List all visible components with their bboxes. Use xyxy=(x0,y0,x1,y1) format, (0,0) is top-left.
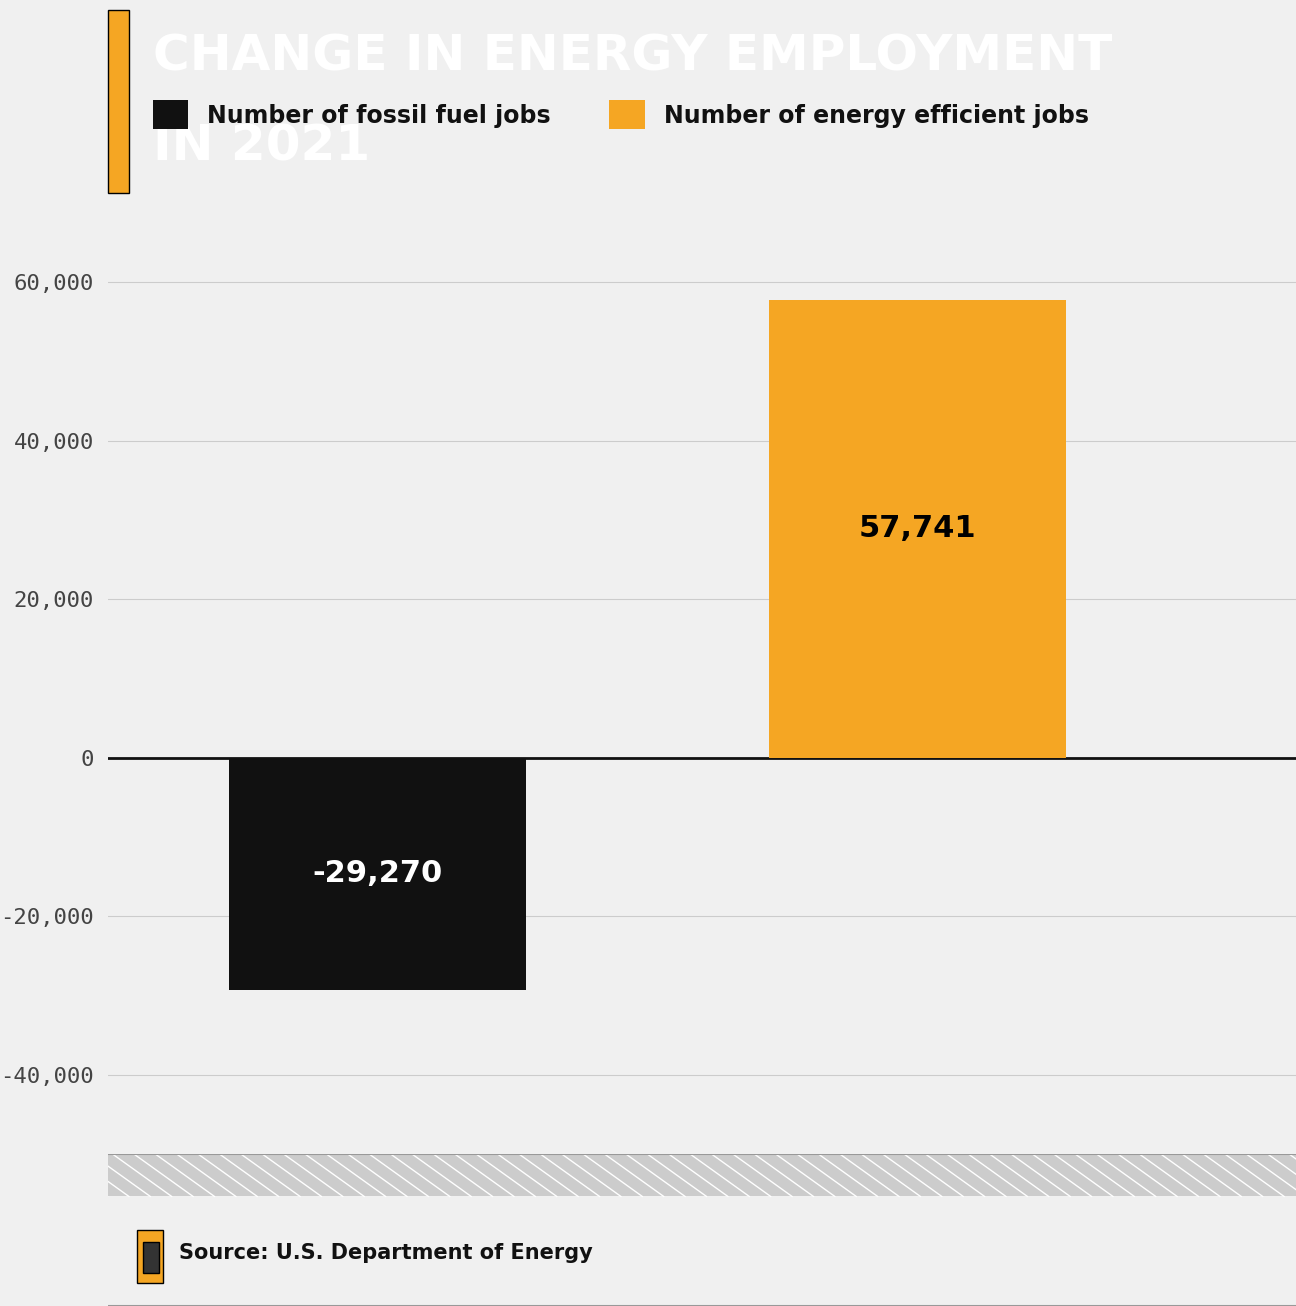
FancyBboxPatch shape xyxy=(108,10,128,193)
FancyBboxPatch shape xyxy=(137,1230,163,1284)
FancyBboxPatch shape xyxy=(143,1242,158,1272)
Text: CHANGE IN ENERGY EMPLOYMENT: CHANGE IN ENERGY EMPLOYMENT xyxy=(153,33,1112,81)
Legend: Number of fossil fuel jobs, Number of energy efficient jobs: Number of fossil fuel jobs, Number of en… xyxy=(143,91,1098,138)
Bar xyxy=(770,300,1067,757)
Text: -29,270: -29,270 xyxy=(312,859,443,888)
Text: IN 2021: IN 2021 xyxy=(153,121,369,170)
Text: Source: U.S. Department of Energy: Source: U.S. Department of Energy xyxy=(179,1243,592,1263)
Bar xyxy=(108,1153,1296,1196)
Bar xyxy=(229,757,526,990)
Text: 57,741: 57,741 xyxy=(859,515,977,543)
